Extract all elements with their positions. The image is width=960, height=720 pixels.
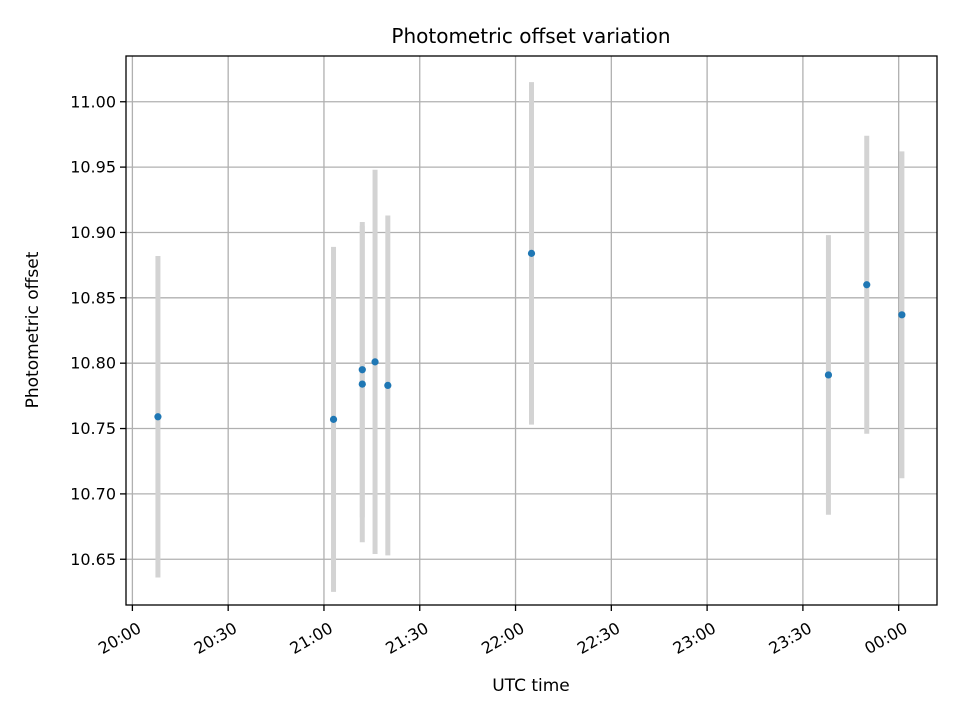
y-tick-label: 10.95 (70, 158, 116, 177)
data-point (371, 358, 379, 366)
data-point (358, 380, 366, 388)
data-points (154, 249, 906, 423)
x-tick-label: 21:30 (382, 618, 431, 658)
x-tick-label: 22:00 (478, 618, 527, 658)
y-tick-label: 10.80 (70, 354, 116, 373)
data-point (384, 381, 392, 389)
y-tick-label: 10.75 (70, 419, 116, 438)
data-point (824, 371, 833, 379)
x-tick-label: 00:00 (861, 618, 910, 658)
y-tick-label: 10.65 (70, 550, 116, 569)
x-tick-label: 20:30 (191, 618, 240, 658)
data-point (863, 281, 871, 289)
data-point (154, 413, 162, 421)
plot-frame (125, 55, 938, 606)
y-tick-label: 10.90 (70, 223, 116, 242)
chart-title: Photometric offset variation (391, 24, 670, 48)
data-point (358, 366, 366, 374)
x-tick-label: 23:30 (765, 618, 814, 658)
y-axis-label: Photometric offset (23, 251, 43, 408)
y-tick-label: 10.85 (70, 288, 116, 307)
y-tick-label: 11.00 (70, 92, 116, 111)
y-tick-label: 10.70 (70, 484, 116, 503)
x-tick-label: 23:00 (670, 618, 719, 658)
x-axis-label: UTC time (492, 676, 570, 696)
x-tick-label: 22:30 (574, 618, 623, 658)
data-point (527, 249, 536, 257)
data-point (898, 311, 906, 319)
data-point (329, 415, 338, 423)
x-axis-ticks: 20:00 20:30 21:00 21:30 22:00 22:30 23:00 23:30… (95, 605, 911, 658)
x-tick-label: 21:00 (287, 618, 336, 658)
y-axis-ticks: 10.65 10.70 10.75 10.80 10.85 10.90 10.95 11.00 (70, 92, 126, 569)
error-bars (155, 82, 905, 592)
x-tick-label: 20:00 (95, 618, 144, 658)
